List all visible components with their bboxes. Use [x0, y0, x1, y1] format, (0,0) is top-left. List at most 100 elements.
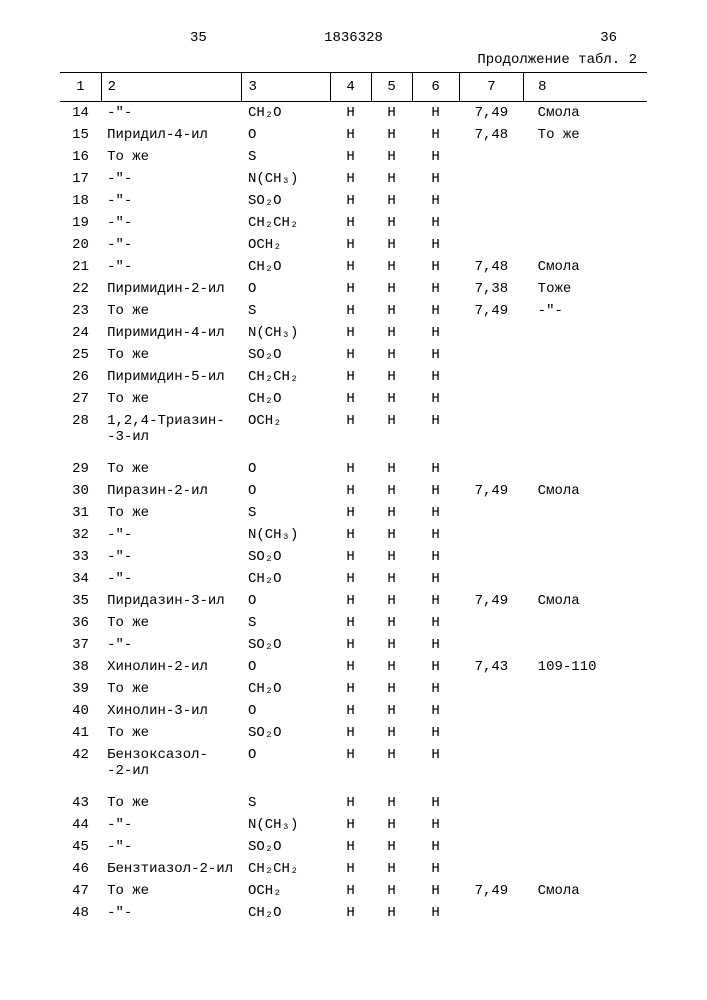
cell-r6: H	[412, 168, 459, 190]
cell-formula: O	[242, 480, 330, 502]
cell-note	[524, 902, 647, 924]
table-row: 24Пиримидин-4-илN(CH₃)HHH	[60, 322, 647, 344]
table-row: 37-"-SO₂OHHH	[60, 634, 647, 656]
cell-r5: H	[371, 656, 412, 678]
cell-formula: O	[242, 656, 330, 678]
cell-r6: H	[412, 700, 459, 722]
cell-val: 7,48	[459, 256, 524, 278]
cell-r5: H	[371, 744, 412, 782]
cell-note	[524, 722, 647, 744]
cell-r5: H	[371, 102, 412, 125]
cell-formula: N(CH₃)	[242, 524, 330, 546]
cell-compound: Пиримидин-5-ил	[101, 366, 242, 388]
cell-formula: SO₂O	[242, 190, 330, 212]
cell-r5: H	[371, 700, 412, 722]
cell-val	[459, 366, 524, 388]
cell-r4: H	[330, 322, 371, 344]
cell-note	[524, 322, 647, 344]
cell-formula: OCH₂	[242, 234, 330, 256]
cell-formula: N(CH₃)	[242, 322, 330, 344]
cell-compound: То же	[101, 146, 242, 168]
table-row: 48-"-CH₂OHHH	[60, 902, 647, 924]
cell-formula: OCH₂	[242, 410, 330, 448]
table-row: 26Пиримидин-5-илCH₂CH₂HHH	[60, 366, 647, 388]
cell-r5: H	[371, 836, 412, 858]
cell-r4: H	[330, 568, 371, 590]
table-row: 17-"-N(CH₃)HHH	[60, 168, 647, 190]
col-header-4: 4	[330, 73, 371, 102]
cell-formula: CH₂O	[242, 388, 330, 410]
cell-n: 35	[60, 590, 101, 612]
cell-formula: O	[242, 744, 330, 782]
cell-r5: H	[371, 458, 412, 480]
cell-formula: N(CH₃)	[242, 168, 330, 190]
cell-compound: Хинолин-2-ил	[101, 656, 242, 678]
cell-note: -"-	[524, 300, 647, 322]
cell-r4: H	[330, 278, 371, 300]
cell-n: 36	[60, 612, 101, 634]
cell-n: 16	[60, 146, 101, 168]
cell-val: 7,48	[459, 124, 524, 146]
cell-r6: H	[412, 502, 459, 524]
cell-compound: Пиридазин-3-ил	[101, 590, 242, 612]
cell-r6: H	[412, 612, 459, 634]
cell-n: 31	[60, 502, 101, 524]
cell-n: 25	[60, 344, 101, 366]
cell-note	[524, 546, 647, 568]
cell-val	[459, 546, 524, 568]
cell-formula: SO₂O	[242, 722, 330, 744]
cell-val: 7,49	[459, 300, 524, 322]
cell-note	[524, 190, 647, 212]
cell-r6: H	[412, 590, 459, 612]
cell-r5: H	[371, 480, 412, 502]
cell-r6: H	[412, 792, 459, 814]
table-row: 35Пиридазин-3-илOHHH7,49Смола	[60, 590, 647, 612]
cell-r5: H	[371, 502, 412, 524]
cell-val	[459, 634, 524, 656]
cell-val	[459, 388, 524, 410]
cell-r5: H	[371, 278, 412, 300]
cell-compound: То же	[101, 612, 242, 634]
continuation-label: Продолжение табл. 2	[60, 52, 637, 68]
cell-n: 32	[60, 524, 101, 546]
cell-val: 7,38	[459, 278, 524, 300]
cell-n: 38	[60, 656, 101, 678]
table-row: 23То жеSHHH7,49-"-	[60, 300, 647, 322]
cell-note: 109-110	[524, 656, 647, 678]
spacer-row	[60, 448, 647, 458]
cell-note	[524, 678, 647, 700]
cell-val: 7,49	[459, 590, 524, 612]
cell-note: Смола	[524, 590, 647, 612]
cell-n: 37	[60, 634, 101, 656]
cell-compound: Хинолин-3-ил	[101, 700, 242, 722]
cell-note	[524, 168, 647, 190]
table-row: 39То жеCH₂OHHH	[60, 678, 647, 700]
cell-note	[524, 502, 647, 524]
cell-r6: H	[412, 902, 459, 924]
table-row: 21-"-CH₂OHHH7,48Смола	[60, 256, 647, 278]
cell-compound: То же	[101, 722, 242, 744]
cell-formula: O	[242, 278, 330, 300]
cell-compound: -"-	[101, 102, 242, 125]
cell-r5: H	[371, 792, 412, 814]
cell-r4: H	[330, 612, 371, 634]
cell-val	[459, 902, 524, 924]
cell-note	[524, 814, 647, 836]
cell-val	[459, 524, 524, 546]
cell-val	[459, 744, 524, 782]
cell-r5: H	[371, 300, 412, 322]
cell-val	[459, 234, 524, 256]
table-row: 45-"-SO₂OHHH	[60, 836, 647, 858]
cell-compound: -"-	[101, 814, 242, 836]
cell-r6: H	[412, 678, 459, 700]
document-number: 1836328	[324, 30, 383, 46]
cell-r5: H	[371, 212, 412, 234]
cell-r4: H	[330, 502, 371, 524]
cell-r6: H	[412, 410, 459, 448]
cell-r6: H	[412, 458, 459, 480]
table-body: 14-"-CH₂OHHH7,49Смола15Пиридил-4-илOHHH7…	[60, 102, 647, 925]
table-row: 22Пиримидин-2-илOHHH7,38Тоже	[60, 278, 647, 300]
cell-note: Смола	[524, 256, 647, 278]
cell-n: 21	[60, 256, 101, 278]
table-row: 44-"-N(CH₃)HHH	[60, 814, 647, 836]
